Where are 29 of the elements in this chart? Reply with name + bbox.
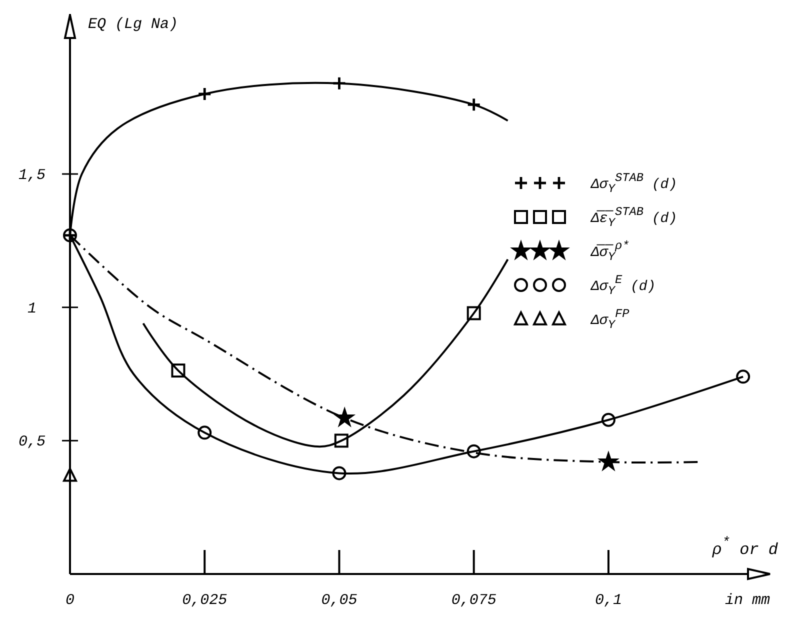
x-tick-label: 0 <box>65 592 75 609</box>
legend-label: Δσ$_{Y}$$^{E}$ (d) <box>590 273 656 298</box>
x-axis-title: ρ$^{*}$ or d <box>711 536 778 559</box>
x-tick-label: 0,025 <box>182 592 228 609</box>
text: in mm <box>724 592 770 609</box>
point <box>63 468 77 482</box>
x-tick-label: 0,1 <box>594 592 622 609</box>
point <box>198 426 212 440</box>
legend-label: Δ̅ε̅$_{Y}$$^{STAB}$ (d) <box>590 205 678 230</box>
y-axis-title: EQ (Lg Na) <box>88 16 178 33</box>
point <box>171 364 186 378</box>
point <box>598 452 618 471</box>
point <box>468 98 480 111</box>
point <box>334 408 355 427</box>
y-tick-label: 1,5 <box>18 167 46 184</box>
point <box>334 434 348 448</box>
legend-label: Δσ$_{Y}$$^{STAB}$ (d) <box>590 171 678 196</box>
point <box>466 306 481 320</box>
y-tick-label: 1 <box>27 300 37 318</box>
x-tick-label: 0,075 <box>451 592 496 609</box>
point <box>466 444 481 458</box>
x-tick-label: 0,05 <box>321 592 358 609</box>
y-tick-label: 0,5 <box>18 434 46 451</box>
point <box>736 370 750 384</box>
line-series <box>142 258 509 448</box>
point <box>198 88 211 100</box>
point <box>601 412 616 427</box>
point <box>332 466 346 480</box>
point <box>333 77 346 90</box>
